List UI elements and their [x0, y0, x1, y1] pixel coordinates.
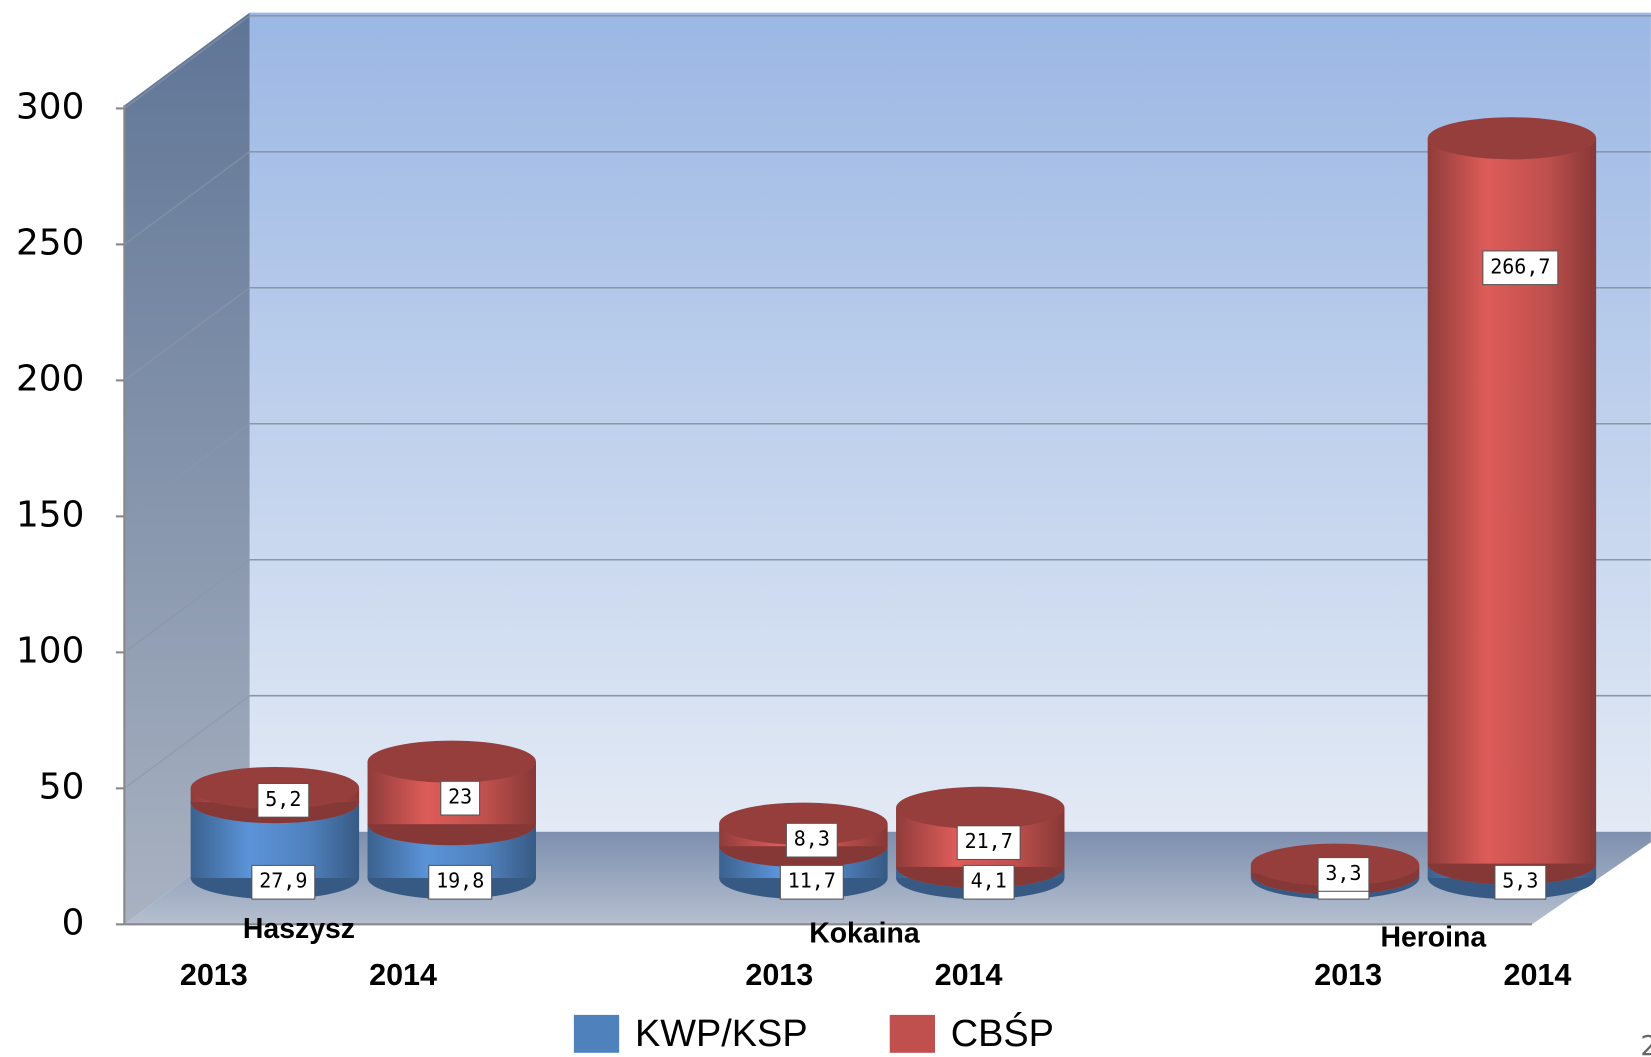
cylinder-top: [1427, 117, 1597, 160]
back-wall: [249, 12, 1651, 832]
value-label: 4,1: [971, 869, 1007, 893]
legend-swatch: [889, 1014, 935, 1053]
value-label-box: [956, 825, 1021, 861]
value-label: 266,7: [1490, 254, 1550, 278]
value-label: 8,3: [794, 827, 830, 851]
value-label-box: [779, 864, 844, 900]
x-tick-label: 2014: [1503, 958, 1571, 992]
x-tick-label: 2013: [180, 958, 248, 992]
y-tick-label: 0: [62, 902, 85, 943]
value-label-box: [428, 864, 493, 900]
y-tick-label: 200: [16, 358, 84, 399]
y-tick-label: 250: [16, 222, 84, 263]
cylinder-top: [896, 786, 1065, 829]
value-label: 23: [448, 785, 472, 809]
value-label-box: [1494, 864, 1547, 900]
x-tick-label: 2013: [745, 958, 813, 992]
grid-line: [123, 695, 251, 789]
y-tick-label: 100: [16, 630, 84, 671]
legend-swatch: [573, 1014, 620, 1053]
value-label-box: [1482, 250, 1559, 286]
value-label-box: [257, 782, 310, 818]
value-label-box: [440, 780, 481, 816]
value-label-box: [962, 864, 1015, 900]
value-label: 21,7: [965, 829, 1013, 853]
bar: [1427, 138, 1597, 864]
y-tick-label: 300: [16, 86, 84, 127]
x-tick-label: 2013: [1314, 958, 1382, 992]
cylinder-segment: [1427, 117, 1597, 885]
value-label: 11,7: [788, 869, 836, 893]
x-tick-label: 2014: [935, 958, 1003, 992]
grid-line: [123, 287, 251, 382]
value-label: 3,3: [1325, 861, 1361, 885]
legend-label: CBŚP: [951, 1010, 1054, 1055]
grid-line: [123, 423, 251, 518]
value-label: 27,9: [259, 869, 307, 893]
x-tick-label: 2014: [369, 958, 437, 992]
value-label: 19,8: [436, 869, 484, 893]
page-number: 2: [1640, 1031, 1651, 1057]
grid-line: [123, 559, 251, 654]
value-label-box: [785, 822, 838, 858]
group-label: Heroina: [1380, 922, 1486, 954]
y-tick-label: 150: [16, 494, 84, 535]
y-tick-label: 50: [39, 766, 85, 807]
side-wall: [124, 12, 250, 925]
group-label: Kokaina: [809, 917, 920, 949]
grid-line: [123, 151, 251, 246]
value-label: 5,3: [1502, 869, 1538, 893]
cylinder-top: [367, 740, 536, 783]
value-label-box: [1317, 857, 1370, 892]
group-label: Haszysz: [243, 913, 355, 945]
grid-line: [123, 15, 251, 110]
value-label-box: [251, 864, 316, 900]
value-label: 5,2: [265, 787, 301, 811]
legend-label: KWP/KSP: [635, 1013, 808, 1055]
